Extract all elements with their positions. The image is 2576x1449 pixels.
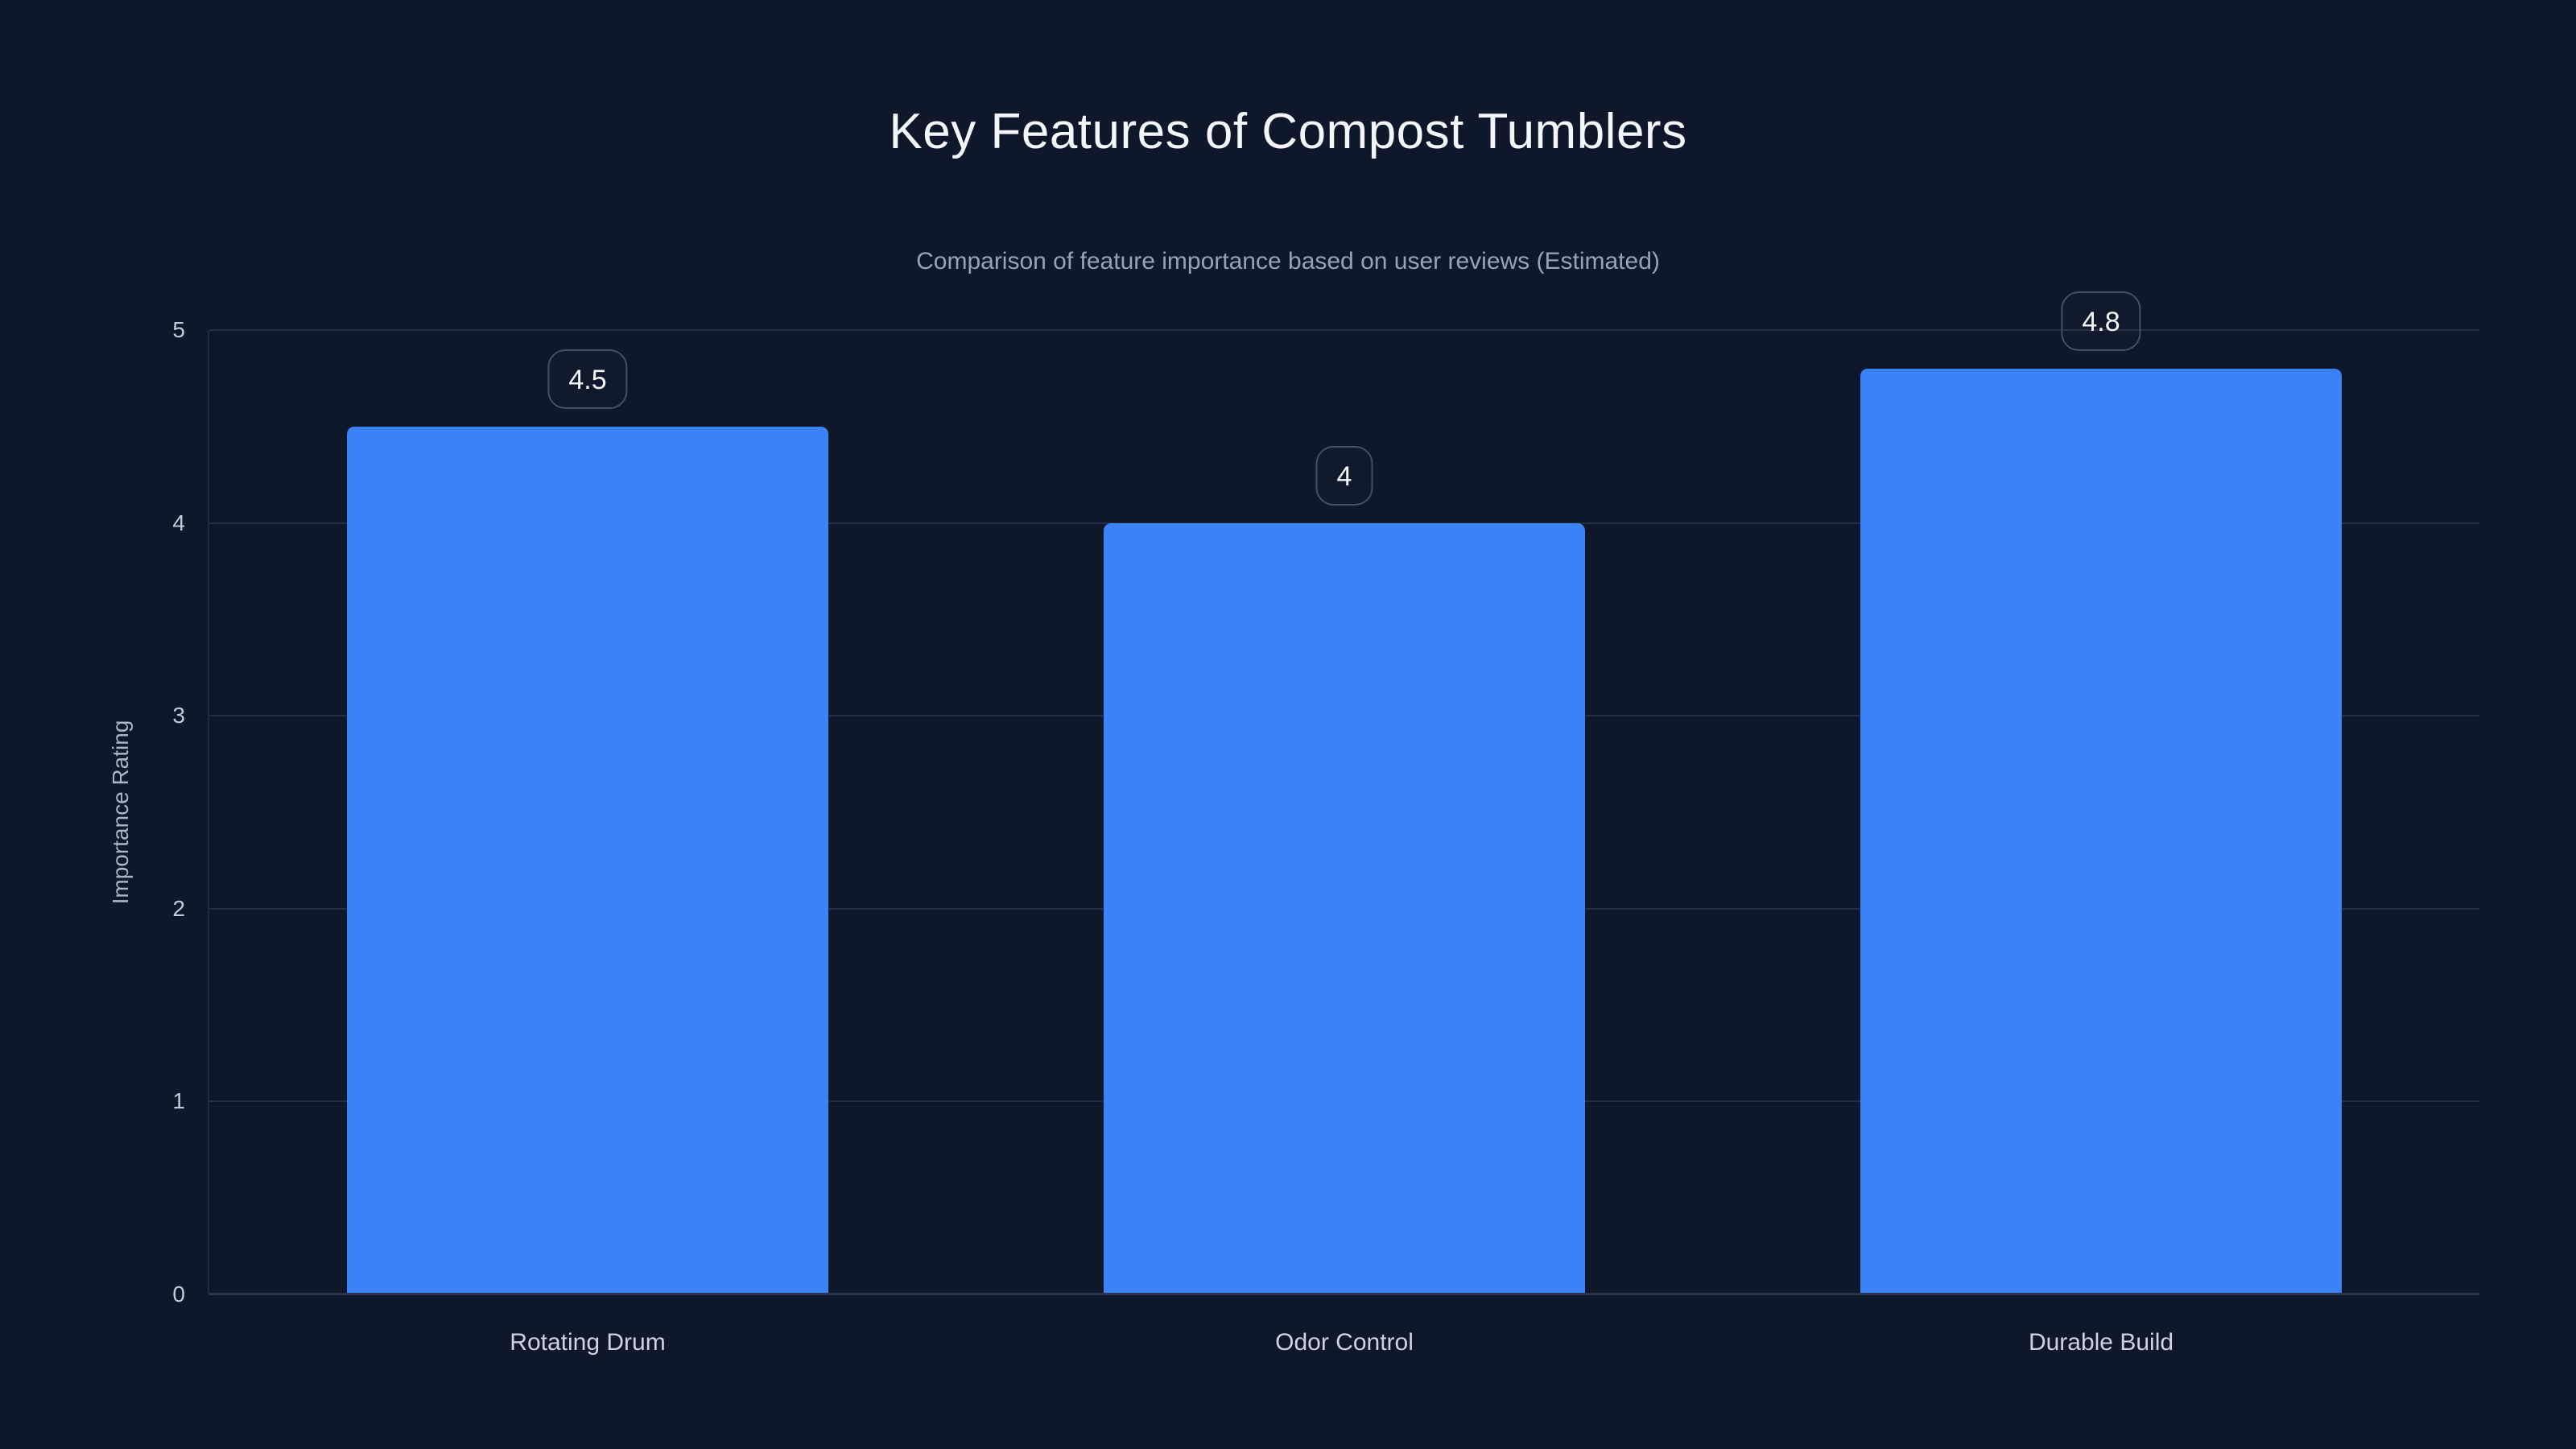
y-axis-title: Importance Rating: [108, 720, 133, 905]
y-tick-label-3: 3: [172, 703, 185, 729]
value-badge-rotating-drum: 4.5: [547, 349, 628, 409]
plot-area: 4.5 4 4.8: [208, 291, 2479, 1295]
gridline-y4: [209, 522, 2479, 524]
chart-title: Key Features of Compost Tumblers: [889, 104, 1687, 159]
y-axis-line: [208, 330, 209, 1294]
x-axis-line: [209, 1293, 2479, 1295]
x-category-label-rotating-drum: Rotating Drum: [510, 1329, 666, 1356]
x-category-label-durable-build: Durable Build: [2028, 1329, 2174, 1356]
gridline-y5: [209, 329, 2479, 331]
y-tick-label-0: 0: [172, 1282, 185, 1307]
y-tick-label-5: 5: [172, 317, 185, 342]
chart-subtitle: Comparison of feature importance based o…: [916, 248, 1660, 275]
bar-odor-control: [1104, 522, 1585, 1294]
y-tick-label-4: 4: [172, 510, 185, 535]
bar-durable-build: [1860, 368, 2342, 1294]
bar-rotating-drum: [347, 426, 828, 1294]
value-badge-durable-build: 4.8: [2061, 291, 2141, 351]
x-category-label-odor-control: Odor Control: [1275, 1329, 1414, 1356]
y-tick-label-1: 1: [172, 1088, 185, 1114]
y-tick-label-2: 2: [172, 895, 185, 921]
value-badge-odor-control: 4: [1315, 445, 1373, 506]
